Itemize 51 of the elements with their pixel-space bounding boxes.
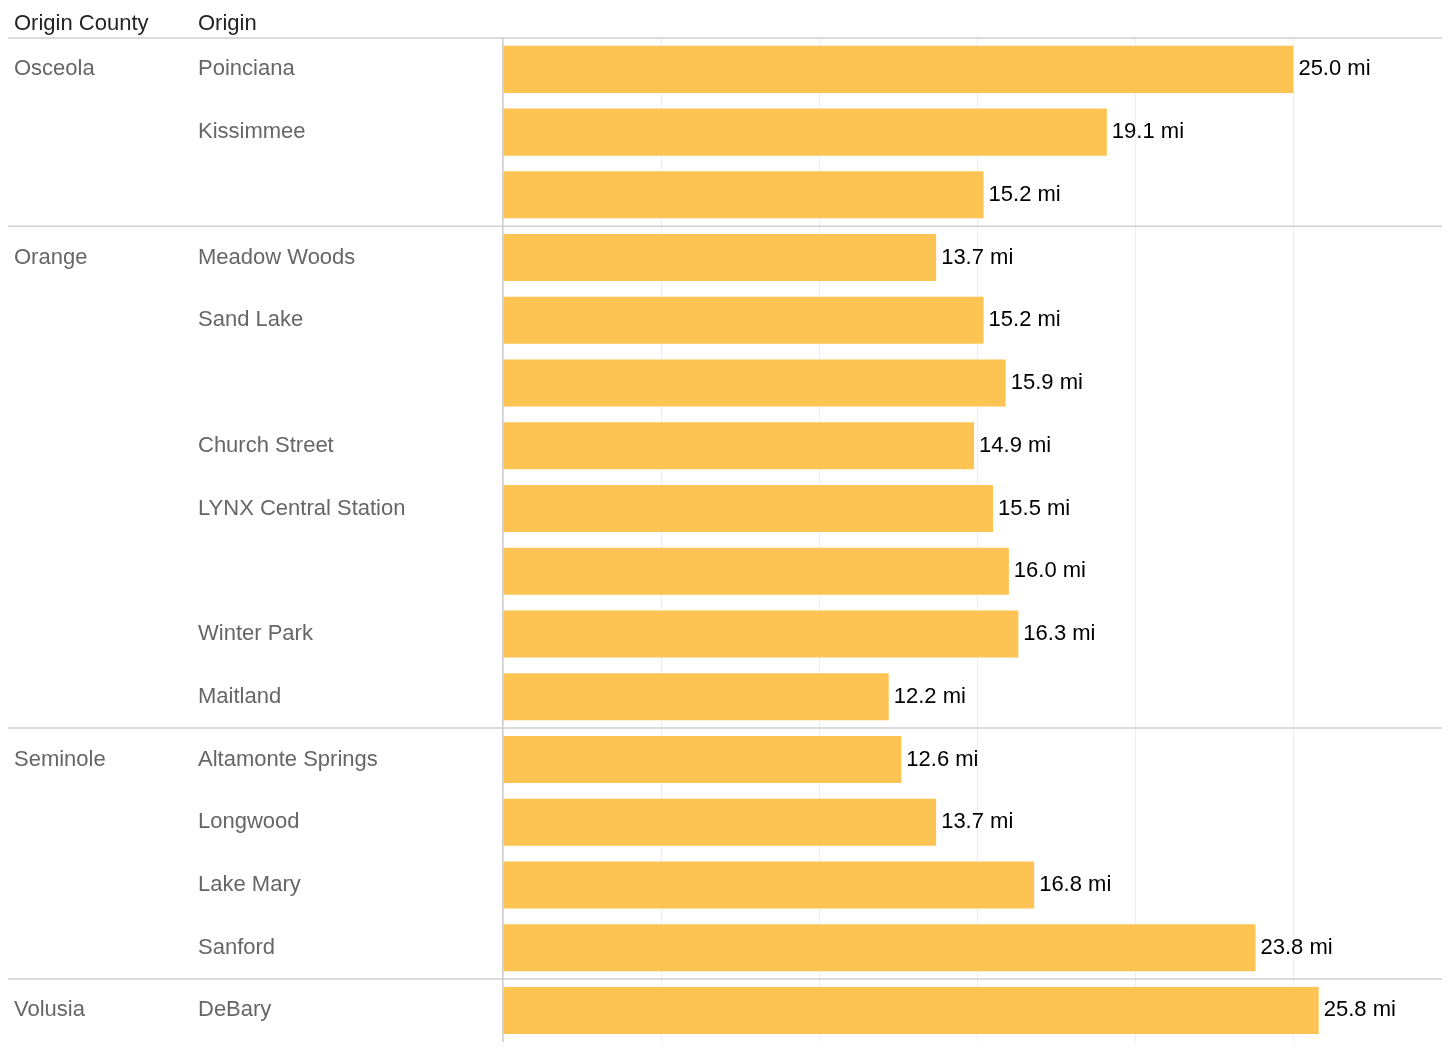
y-tick-label: Altamonte Springs — [198, 745, 378, 771]
y-tick-label: Longwood — [198, 808, 300, 834]
y2-tick-label: Seminole — [14, 745, 106, 771]
data-label: 23.8 mi — [1260, 933, 1333, 959]
data-label: 12.6 mi — [906, 745, 979, 771]
y2-tick-label: Volusia — [14, 996, 86, 1022]
data-label: 15.9 mi — [1010, 369, 1083, 395]
data-label: 14.9 mi — [979, 431, 1052, 457]
y2-tick-label: Orange — [14, 243, 88, 269]
y-tick-label: Winter Park — [198, 620, 314, 646]
data-label: 16.8 mi — [1039, 871, 1112, 897]
text: Origin County — [14, 10, 149, 36]
bar — [503, 986, 1319, 1034]
y-tick-label: Sand Lake — [198, 306, 304, 332]
y2-tick-label: Osceola — [14, 55, 96, 81]
data-label: 16.3 mi — [1023, 620, 1096, 646]
y-tick-label: Kissimmee — [198, 118, 306, 144]
y-axis-title: Origin — [198, 10, 257, 36]
bar — [503, 547, 1009, 595]
data-label: 15.2 mi — [988, 306, 1061, 332]
bar — [503, 359, 1006, 407]
y-tick-label: LYNX Central Station — [198, 494, 406, 520]
bar — [503, 108, 1107, 156]
y-tick-label: Poinciana — [198, 55, 296, 81]
y-tick-label: Church Street — [198, 431, 334, 457]
bar — [503, 485, 994, 533]
data-label: 16.0 mi — [1013, 557, 1087, 583]
bar — [503, 45, 1294, 93]
bar — [503, 422, 975, 470]
y-tick-label: DeBary — [198, 996, 272, 1022]
bar — [503, 296, 984, 344]
data-label: 12.2 mi — [893, 682, 966, 708]
y-tick-label: Meadow Woods — [198, 243, 356, 269]
y-tick-label: Lake Mary — [198, 871, 301, 897]
data-label: 13.7 mi — [941, 808, 1014, 834]
bar — [503, 861, 1035, 909]
data-label: 25.8 mi — [1323, 996, 1396, 1022]
bar — [503, 610, 1019, 658]
bar — [503, 924, 1256, 972]
data-label: 19.1 mi — [1111, 118, 1185, 144]
bar — [503, 673, 889, 721]
y-tick-label: Sanford — [198, 933, 276, 959]
data-label: 25.0 mi — [1298, 55, 1371, 81]
data-label: 15.5 mi — [998, 494, 1071, 520]
data-label: 15.2 mi — [988, 180, 1061, 206]
bar — [503, 171, 984, 219]
data-label: 13.7 mi — [941, 243, 1014, 269]
y-tick-label: Maitland — [198, 682, 282, 708]
bar — [503, 234, 937, 282]
bar — [503, 798, 937, 846]
bar — [503, 735, 902, 784]
